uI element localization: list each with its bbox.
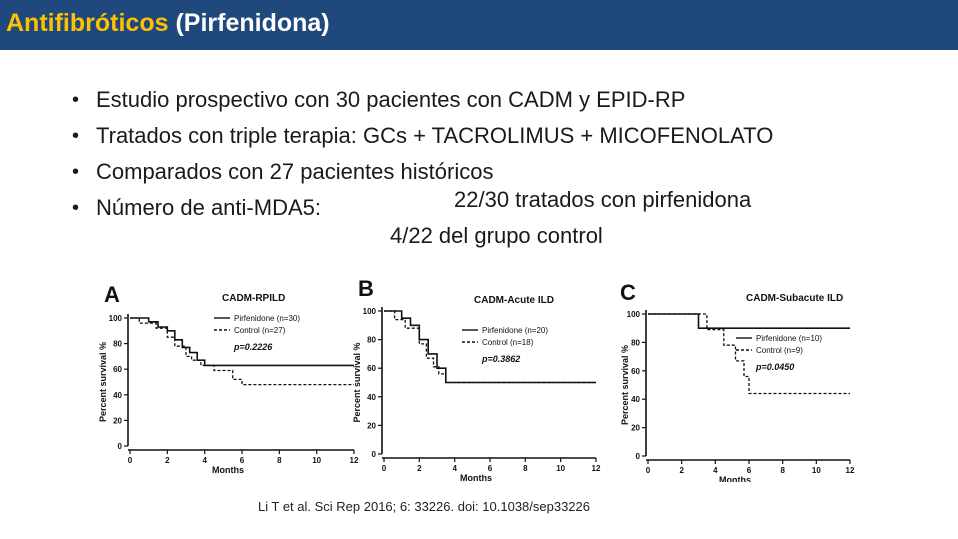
title-bar: Antifibróticos (Pirfenidona) — [0, 0, 958, 50]
chart-title: CADM-Subacute ILD — [746, 293, 843, 304]
y-tick-label: 100 — [363, 307, 377, 316]
y-axis-label: Percent survival % — [620, 345, 630, 425]
x-tick-label: 10 — [556, 464, 565, 473]
y-tick-label: 20 — [631, 424, 640, 433]
legend-label: Control (n=18) — [482, 338, 534, 347]
legend-label: Pirfenidone (n=20) — [482, 326, 548, 335]
x-tick-label: 6 — [240, 456, 245, 465]
x-tick-label: 2 — [679, 466, 684, 475]
y-axis-label: Percent survival % — [98, 342, 108, 422]
legend-label: Control (n=9) — [756, 346, 803, 355]
bullet-list: Estudio prospectivo con 30 pacientes con… — [70, 82, 773, 226]
y-tick-label: 100 — [627, 310, 641, 319]
x-tick-label: 8 — [780, 466, 785, 475]
y-tick-label: 40 — [113, 391, 122, 400]
x-tick-label: 0 — [382, 464, 387, 473]
series-line — [384, 310, 596, 384]
slide-title-accent: Antifibróticos — [6, 9, 169, 37]
series-line — [384, 310, 596, 384]
x-tick-label: 4 — [202, 456, 207, 465]
x-tick-label: 8 — [277, 456, 282, 465]
y-tick-label: 100 — [109, 314, 123, 323]
x-tick-label: 12 — [592, 464, 601, 473]
legend-label: Pirfenidone (n=30) — [234, 314, 300, 323]
x-axis-label: Months — [460, 473, 492, 482]
legend-label: Control (n=27) — [234, 326, 286, 335]
anti-mda5-treated: 22/30 tratados con pirfenidona — [454, 187, 752, 212]
chart-title: CADM-RPILD — [222, 293, 285, 304]
x-tick-label: 12 — [846, 466, 855, 475]
panel-letter: B — [358, 276, 374, 301]
bullet-item: Número de anti-MDA5: — [70, 190, 773, 226]
slide-title: Antifibróticos (Pirfenidona) — [6, 9, 330, 38]
x-tick-label: 6 — [747, 466, 752, 475]
y-tick-label: 0 — [372, 450, 377, 459]
x-tick-label: 0 — [128, 456, 133, 465]
x-tick-label: 2 — [417, 464, 422, 473]
x-tick-label: 12 — [350, 456, 359, 465]
series-line — [648, 313, 850, 330]
x-tick-label: 2 — [165, 456, 170, 465]
x-tick-label: 8 — [523, 464, 528, 473]
x-tick-label: 10 — [312, 456, 321, 465]
y-tick-label: 40 — [631, 395, 640, 404]
y-tick-label: 0 — [636, 452, 641, 461]
p-value: p=0.2226 — [233, 342, 273, 352]
y-axis-label: Percent survival % — [352, 342, 362, 422]
x-tick-label: 6 — [488, 464, 493, 473]
x-axis-label: Months — [719, 475, 751, 482]
y-tick-label: 20 — [367, 421, 376, 430]
y-tick-label: 80 — [113, 340, 122, 349]
series-line — [130, 317, 354, 386]
citation: Li T et al. Sci Rep 2016; 6: 33226. doi:… — [258, 499, 590, 514]
bullet-item: Estudio prospectivo con 30 pacientes con… — [70, 82, 773, 118]
y-tick-label: 60 — [631, 367, 640, 376]
chart-title: CADM-Acute ILD — [474, 295, 554, 306]
bullet-item: Tratados con triple terapia: GCs + TACRO… — [70, 118, 773, 154]
x-tick-label: 4 — [713, 466, 718, 475]
panel-letter: A — [104, 282, 120, 307]
y-tick-label: 20 — [113, 416, 122, 425]
y-tick-label: 80 — [367, 336, 376, 345]
y-tick-label: 40 — [367, 393, 376, 402]
y-tick-label: 60 — [113, 365, 122, 374]
x-tick-label: 10 — [812, 466, 821, 475]
legend-label: Pirfenidone (n=10) — [756, 334, 822, 343]
panel-letter: C — [620, 280, 636, 305]
x-tick-label: 4 — [452, 464, 457, 473]
bullet-item: Comparados con 27 pacientes históricos — [70, 154, 773, 190]
anti-mda5-control: 4/22 del grupo control — [390, 223, 603, 248]
p-value: p=0.3862 — [481, 354, 520, 364]
x-tick-label: 0 — [646, 466, 651, 475]
p-value: p=0.0450 — [755, 362, 794, 372]
y-tick-label: 0 — [118, 442, 123, 451]
y-tick-label: 80 — [631, 338, 640, 347]
series-line — [648, 313, 850, 395]
y-tick-label: 60 — [367, 364, 376, 373]
x-axis-label: Months — [212, 465, 244, 475]
slide-title-rest: (Pirfenidona) — [168, 9, 330, 37]
